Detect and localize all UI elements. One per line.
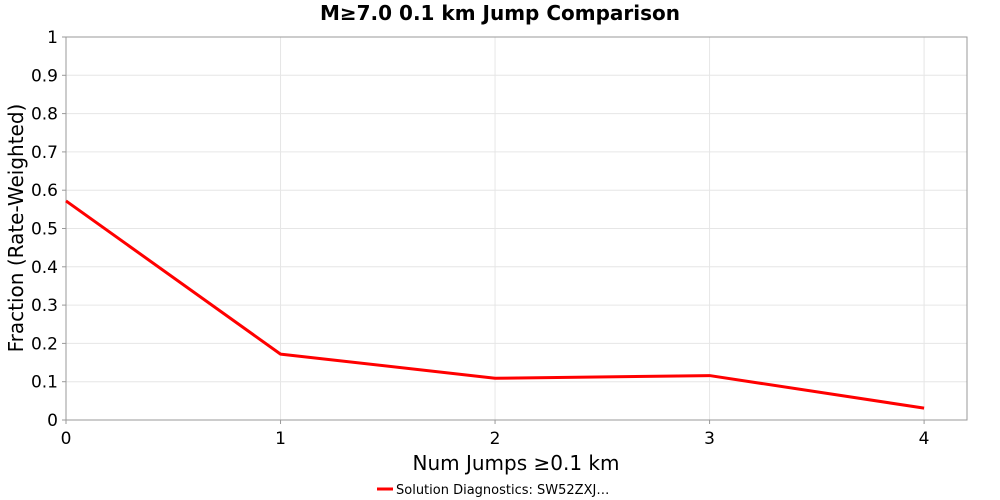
y-tick-label: 0.6 bbox=[31, 181, 58, 201]
y-axis-label: Fraction (Rate-Weighted) bbox=[4, 104, 28, 353]
x-tick-label: 3 bbox=[704, 429, 715, 449]
y-tick-label: 0.5 bbox=[31, 220, 58, 240]
x-tick-label: 0 bbox=[61, 429, 72, 449]
y-tick-label: 0 bbox=[47, 411, 58, 431]
y-tick-label: 0.9 bbox=[31, 66, 58, 86]
y-tick-label: 1 bbox=[47, 28, 58, 48]
y-tick-label: 0.4 bbox=[31, 258, 58, 278]
y-tick-label: 0.1 bbox=[31, 373, 58, 393]
x-tick-label: 4 bbox=[919, 429, 930, 449]
series-layer bbox=[65, 199, 925, 410]
chart-title: M≥7.0 0.1 km Jump Comparison bbox=[320, 1, 680, 25]
legend-label: Solution Diagnostics: SW52ZXJ… bbox=[396, 483, 609, 498]
legend: Solution Diagnostics: SW52ZXJ… bbox=[377, 483, 609, 498]
series-line bbox=[65, 199, 925, 410]
x-axis-label: Num Jumps ≥0.1 km bbox=[413, 451, 620, 475]
y-tick-label: 0.3 bbox=[31, 296, 58, 316]
y-tick-label: 0.2 bbox=[31, 334, 58, 354]
y-tick-label: 0.8 bbox=[31, 105, 58, 125]
grid bbox=[65, 36, 967, 421]
y-tick-label: 0.7 bbox=[31, 143, 58, 163]
axis-ticks: 0 0.1 0.2 0.3 0.4 0.5 0.6 0.7 0.8 0.9 1 0 1 2 3 4 bbox=[31, 28, 930, 449]
x-tick-label: 2 bbox=[490, 429, 501, 449]
x-tick-label: 1 bbox=[275, 429, 286, 449]
